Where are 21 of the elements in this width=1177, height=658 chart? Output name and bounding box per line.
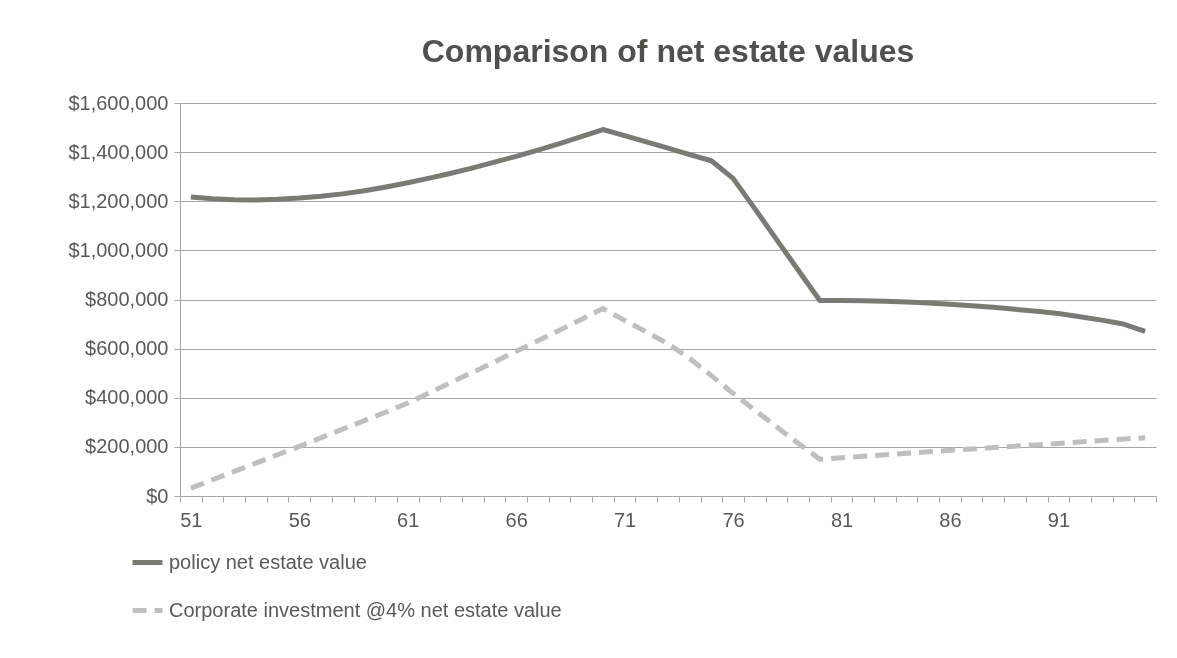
y-tick-label: $800,000 — [85, 288, 169, 310]
x-tick-label: 71 — [614, 508, 637, 531]
x-tick-label: 76 — [722, 508, 745, 531]
x-tick-label: 51 — [180, 508, 203, 531]
y-tick-label: $1,200,000 — [68, 189, 169, 212]
y-tick-label: $1,000,000 — [68, 238, 169, 261]
x-tick-label: 81 — [830, 508, 854, 531]
y-tick-label: $400,000 — [85, 386, 169, 409]
x-tick-label: 56 — [288, 508, 311, 531]
x-tick-label: 61 — [397, 508, 420, 531]
chart-title: Comparison of net estate values — [421, 33, 915, 69]
x-tick-label: 66 — [505, 508, 528, 531]
y-tick-label: $0 — [146, 484, 169, 507]
legend-label: Corporate investment @4% net estate value — [169, 598, 562, 621]
y-tick-label: $600,000 — [85, 337, 169, 360]
y-tick-label: $1,400,000 — [68, 140, 169, 163]
x-tick-label: 91 — [1047, 508, 1071, 531]
x-tick-label: 86 — [939, 508, 962, 531]
y-tick-label: $200,000 — [85, 435, 169, 458]
y-tick-label: $1,600,000 — [68, 91, 169, 114]
legend-label: policy net estate value — [169, 550, 367, 573]
